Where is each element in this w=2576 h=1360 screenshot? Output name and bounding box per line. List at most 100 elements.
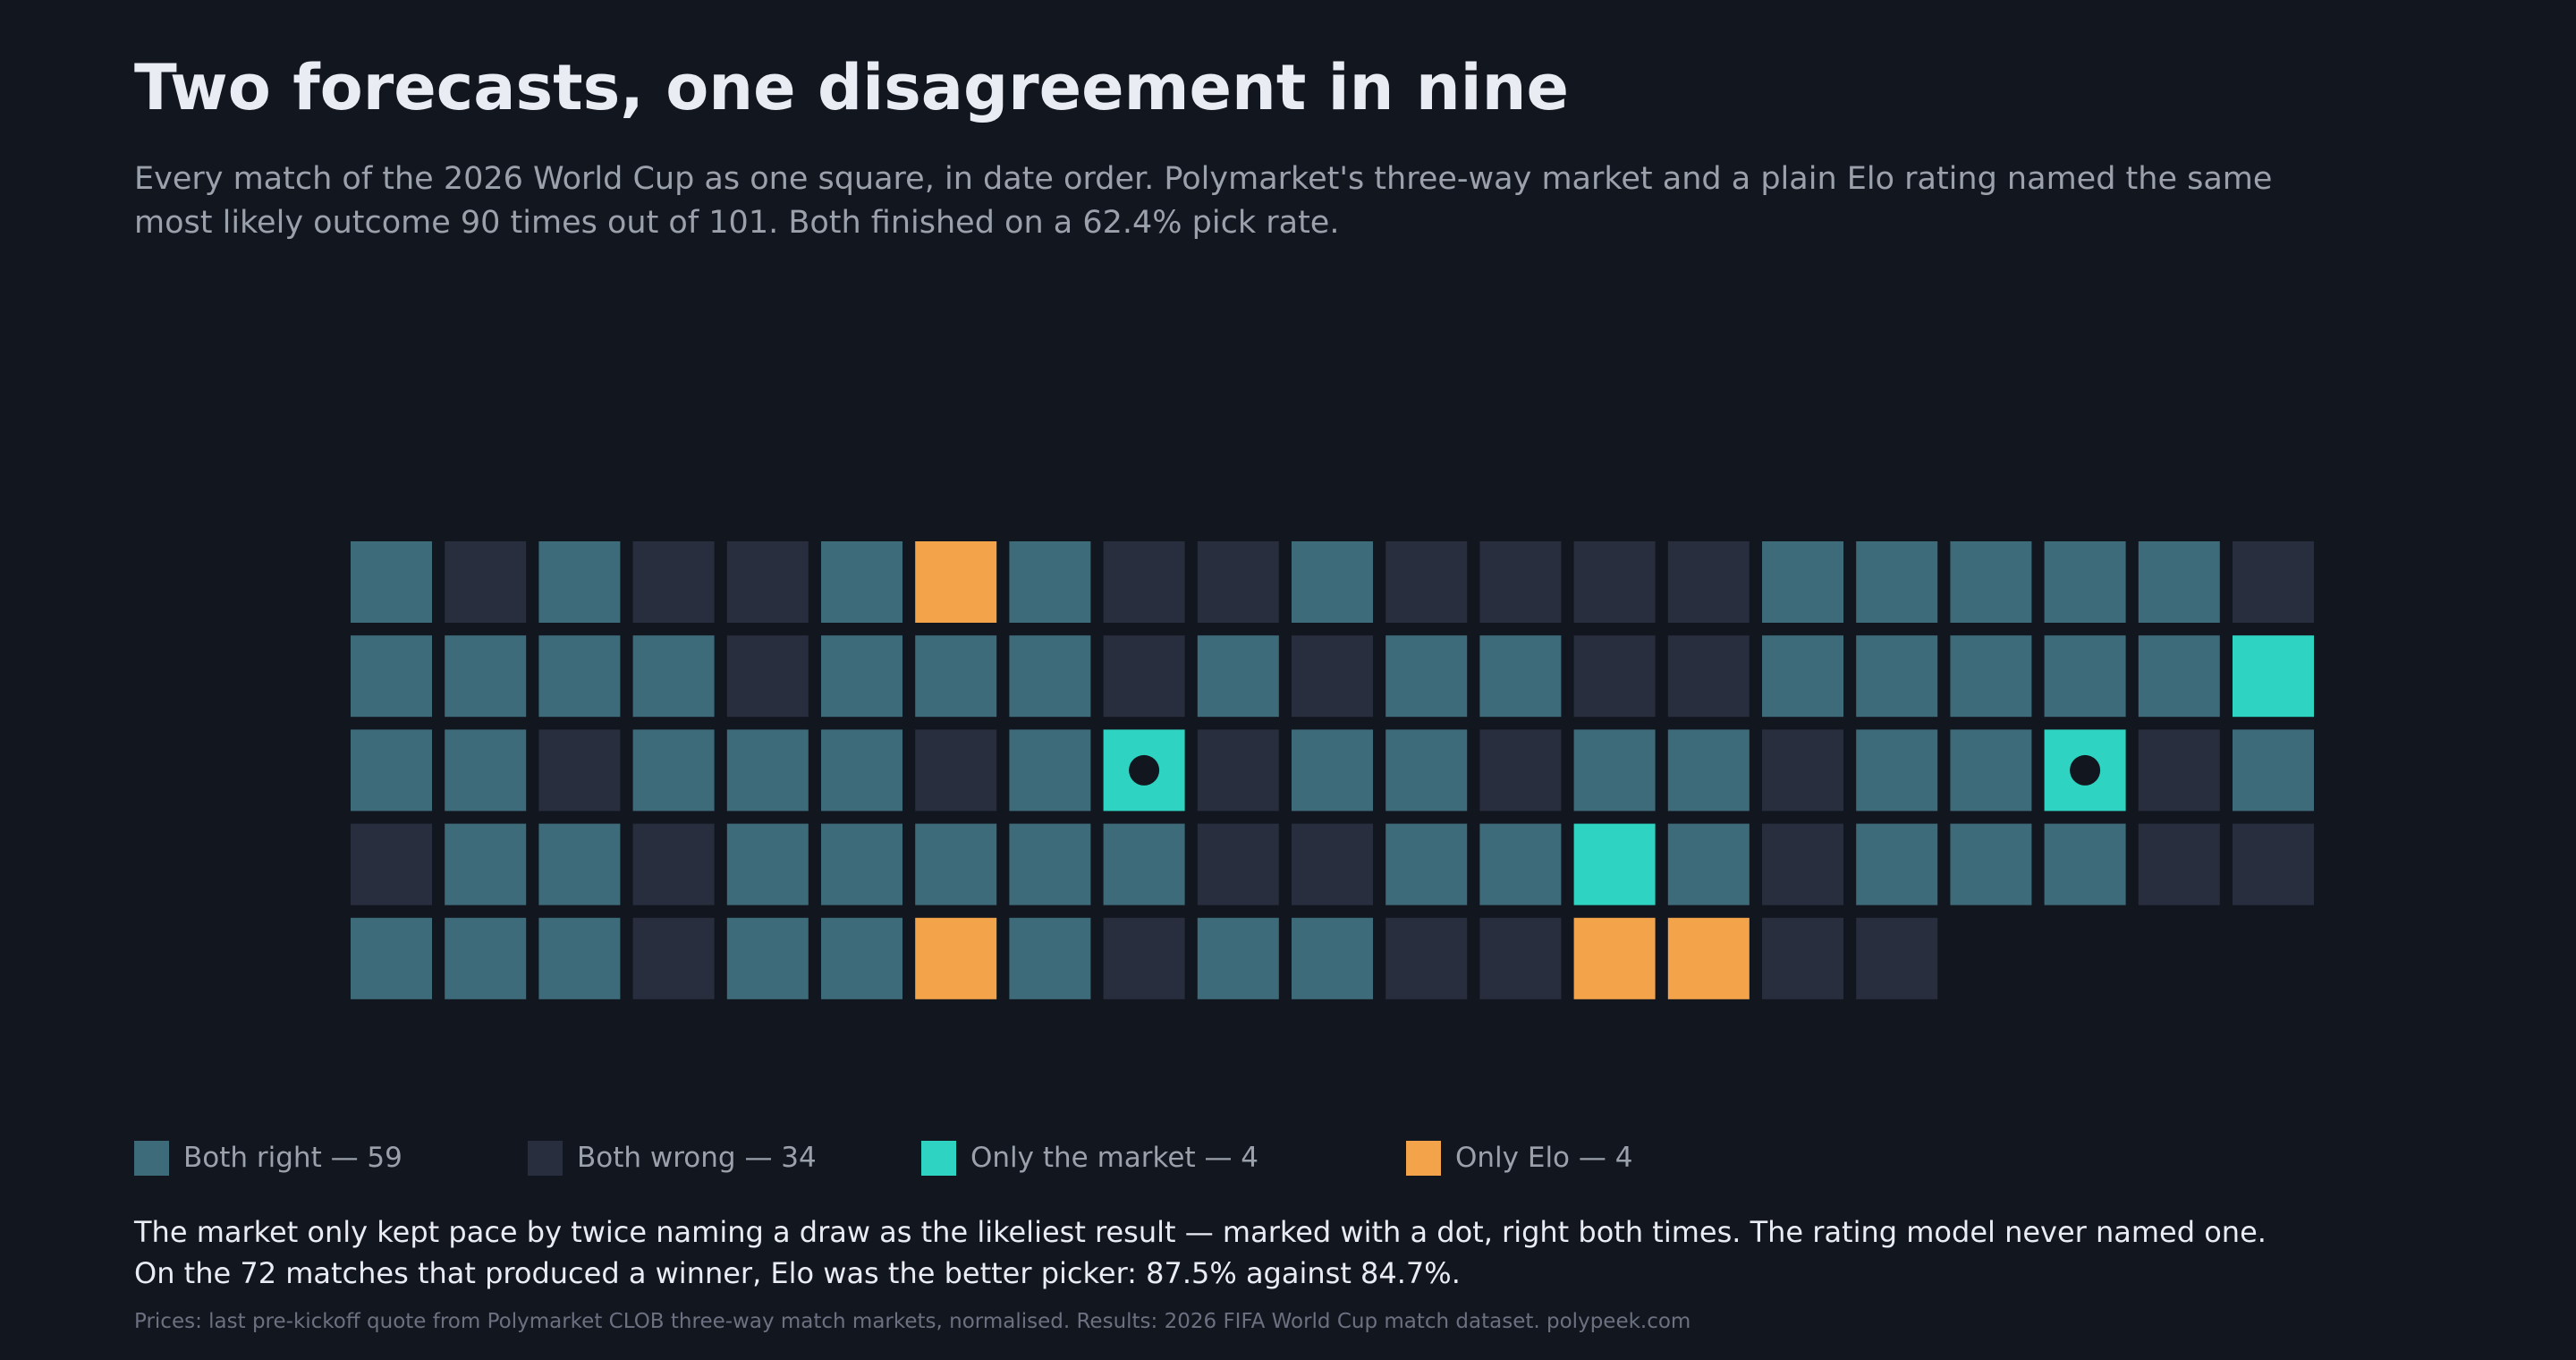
match-square-both-wrong [2233, 823, 2314, 905]
match-square-both-right [445, 917, 527, 999]
legend-item-only-elo: Only Elo — 4 [1406, 1136, 1632, 1179]
match-square-both-right [1197, 917, 1279, 999]
legend-item-both-right: Both right — 59 [134, 1136, 402, 1179]
match-square-both-right [1950, 635, 2032, 718]
match-square-only-market [2044, 729, 2126, 812]
match-square-both-wrong [1385, 541, 1468, 623]
match-square-only-elo [915, 917, 997, 999]
match-square-only-elo [915, 541, 997, 623]
match-square-both-wrong [1103, 541, 1185, 623]
match-square-both-wrong [1197, 823, 1279, 905]
match-square-both-right [1950, 541, 2032, 623]
match-square-both-wrong [1103, 917, 1185, 999]
match-square-only-market [2233, 635, 2314, 718]
legend-swatch-only-market [921, 1140, 956, 1176]
match-square-both-right [726, 917, 809, 999]
match-square-both-wrong [1103, 635, 1185, 718]
match-square-both-right [821, 729, 902, 812]
match-square-both-wrong [632, 541, 715, 623]
match-square-both-right [1385, 729, 1468, 812]
match-square-both-right [445, 635, 527, 718]
match-square-both-right [1950, 823, 2032, 905]
match-square-both-wrong [2138, 823, 2220, 905]
match-square-both-wrong [1479, 917, 1562, 999]
match-square-both-right [1856, 635, 1938, 718]
match-square-both-right [1385, 635, 1468, 718]
match-square-both-right [538, 635, 621, 718]
match-square-both-wrong [632, 917, 715, 999]
match-square-both-right [1009, 917, 1091, 999]
match-square-both-wrong [1385, 917, 1468, 999]
match-square-both-right [2138, 635, 2220, 718]
footnote: The market only kept pace by twice namin… [134, 1211, 2496, 1294]
match-square-both-right [2044, 541, 2126, 623]
match-square-both-right [1479, 635, 1562, 718]
page-subtitle: Every match of the 2026 World Cup as one… [134, 161, 2273, 241]
match-square-both-right [2233, 729, 2314, 812]
match-square-both-wrong [1197, 729, 1279, 812]
legend: Both right — 59 Both wrong — 34 Only the… [0, 1136, 2576, 1179]
match-square-both-right [1103, 823, 1185, 905]
match-square-both-right [726, 823, 809, 905]
match-square-both-wrong [1479, 541, 1562, 623]
match-square-both-right [821, 917, 902, 999]
match-square-both-right [1856, 823, 1938, 905]
match-square-both-right [915, 823, 997, 905]
match-square-both-right [632, 635, 715, 718]
match-square-both-wrong [1479, 729, 1562, 812]
match-square-both-right [1385, 823, 1468, 905]
legend-swatch-both-right [134, 1140, 169, 1176]
match-square-both-right [445, 823, 527, 905]
match-square-both-right [1009, 823, 1091, 905]
legend-label-both-wrong: Both wrong — 34 [577, 1142, 817, 1174]
match-square-both-right [821, 823, 902, 905]
source-credit: Prices: last pre-kickoff quote from Poly… [134, 1310, 1691, 1333]
match-square-both-wrong [915, 729, 997, 812]
match-square-only-market [1103, 729, 1185, 812]
match-square-both-right [1292, 541, 1373, 623]
match-square-both-right [632, 729, 715, 812]
footnote-line-1: The market only kept pace by twice namin… [134, 1215, 2267, 1249]
match-square-both-right [538, 541, 621, 623]
match-square-both-wrong [538, 729, 621, 812]
match-square-both-wrong [726, 541, 809, 623]
match-square-only-elo [1573, 917, 1656, 999]
match-square-both-wrong [2138, 729, 2220, 812]
match-square-both-wrong [1292, 823, 1373, 905]
match-square-both-right [2044, 635, 2126, 718]
match-square-both-right [351, 635, 432, 718]
match-square-both-wrong [351, 823, 432, 905]
match-square-both-right [1197, 635, 1279, 718]
match-square-both-right [1950, 729, 2032, 812]
match-square-both-wrong [2233, 541, 2314, 623]
match-square-both-right [821, 635, 902, 718]
match-square-both-wrong [1762, 917, 1843, 999]
match-square-both-wrong [726, 635, 809, 718]
match-square-both-right [2138, 541, 2220, 623]
match-square-only-elo [1667, 917, 1750, 999]
legend-label-only-market: Only the market — 4 [970, 1142, 1259, 1174]
match-square-both-wrong [1667, 635, 1750, 718]
match-square-both-wrong [1197, 541, 1279, 623]
match-square-both-wrong [1667, 541, 1750, 623]
match-square-both-wrong [1762, 823, 1843, 905]
legend-swatch-both-wrong [528, 1140, 563, 1176]
match-square-both-right [1667, 823, 1750, 905]
match-square-both-right [1292, 729, 1373, 812]
match-square-both-right [538, 823, 621, 905]
legend-label-both-right: Both right — 59 [183, 1142, 402, 1174]
match-square-both-right [821, 541, 902, 623]
match-square-both-right [351, 729, 432, 812]
legend-item-both-wrong: Both wrong — 34 [528, 1136, 817, 1179]
match-square-both-right [1009, 729, 1091, 812]
match-square-both-right [1009, 635, 1091, 718]
match-square-both-right [351, 917, 432, 999]
footnote-line-2: On the 72 matches that produced a winner… [134, 1256, 1461, 1290]
match-square-both-right [1479, 823, 1562, 905]
match-square-both-wrong [445, 541, 527, 623]
match-square-both-right [445, 729, 527, 812]
match-square-both-right [726, 729, 809, 812]
legend-item-only-market: Only the market — 4 [921, 1136, 1258, 1179]
match-square-only-market [1573, 823, 1656, 905]
